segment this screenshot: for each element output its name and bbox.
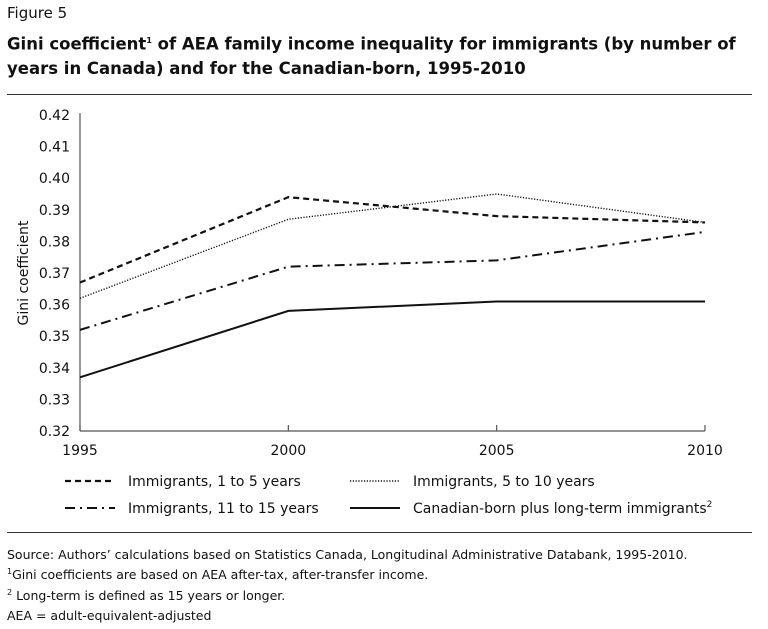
series-line-3 xyxy=(79,230,706,331)
footnote-2: 2 Long-term is defined as 15 years or lo… xyxy=(7,588,285,603)
figure-label: Figure 5 xyxy=(7,4,68,22)
series-line-1 xyxy=(79,196,706,284)
y-tick-label: 0.41 xyxy=(39,140,70,156)
x-tick-label: 2000 xyxy=(271,443,307,459)
y-tick-label: 0.36 xyxy=(39,298,70,314)
y-tick-label: 0.42 xyxy=(39,108,70,124)
title-main: Gini coefficient xyxy=(7,34,147,54)
y-tick-label: 0.32 xyxy=(39,424,70,440)
top-rule xyxy=(7,94,752,95)
footnote-2-mark: 2 xyxy=(7,588,13,597)
title-footnote-mark: 1 xyxy=(146,36,152,45)
series-line-2 xyxy=(79,193,706,299)
y-tick-label: 0.38 xyxy=(39,234,70,250)
y-axis-label: Gini coefficient xyxy=(16,220,32,325)
footnote-2-text: Long-term is defined as 15 years or long… xyxy=(12,588,286,604)
footnote-1-text: Gini coefficients are based on AEA after… xyxy=(12,567,429,583)
y-tick-label: 0.37 xyxy=(39,266,70,282)
y-tick-label: 0.35 xyxy=(39,329,70,345)
chart-title: Gini coefficient1 of AEA family income i… xyxy=(7,29,757,81)
x-tick-label: 2005 xyxy=(479,443,515,459)
footnote-1-mark: 1 xyxy=(7,567,13,576)
footnote-1: 1Gini coefficients are based on AEA afte… xyxy=(7,567,428,582)
y-tick-label: 0.33 xyxy=(39,392,70,408)
y-tick-label: 0.39 xyxy=(39,203,70,219)
source-note: Source: Authors’ calculations based on S… xyxy=(7,547,688,562)
x-tick-label: 2010 xyxy=(687,443,723,459)
y-tick-label: 0.34 xyxy=(39,361,70,377)
series-line-4 xyxy=(79,300,705,379)
line-chart: 0.32 0.33 0.34 0.35 0.36 0.37 0.38 0.39 0.40 0.41… xyxy=(16,108,723,517)
legend-label-4: Canadian-born plus long-term immigrants2 xyxy=(413,500,712,517)
legend-label-3: Immigrants, 11 to 15 years xyxy=(128,501,319,517)
footnote-aea: AEA = adult-equivalent-adjusted xyxy=(7,608,212,623)
y-tick-label: 0.40 xyxy=(39,171,70,187)
title-rest: of AEA family income inequality for immi… xyxy=(7,34,736,78)
x-tick-label: 1995 xyxy=(62,443,98,459)
legend-label-2: Immigrants, 5 to 10 years xyxy=(413,474,595,490)
legend-label-1: Immigrants, 1 to 5 years xyxy=(128,474,301,490)
bottom-rule xyxy=(7,532,752,533)
